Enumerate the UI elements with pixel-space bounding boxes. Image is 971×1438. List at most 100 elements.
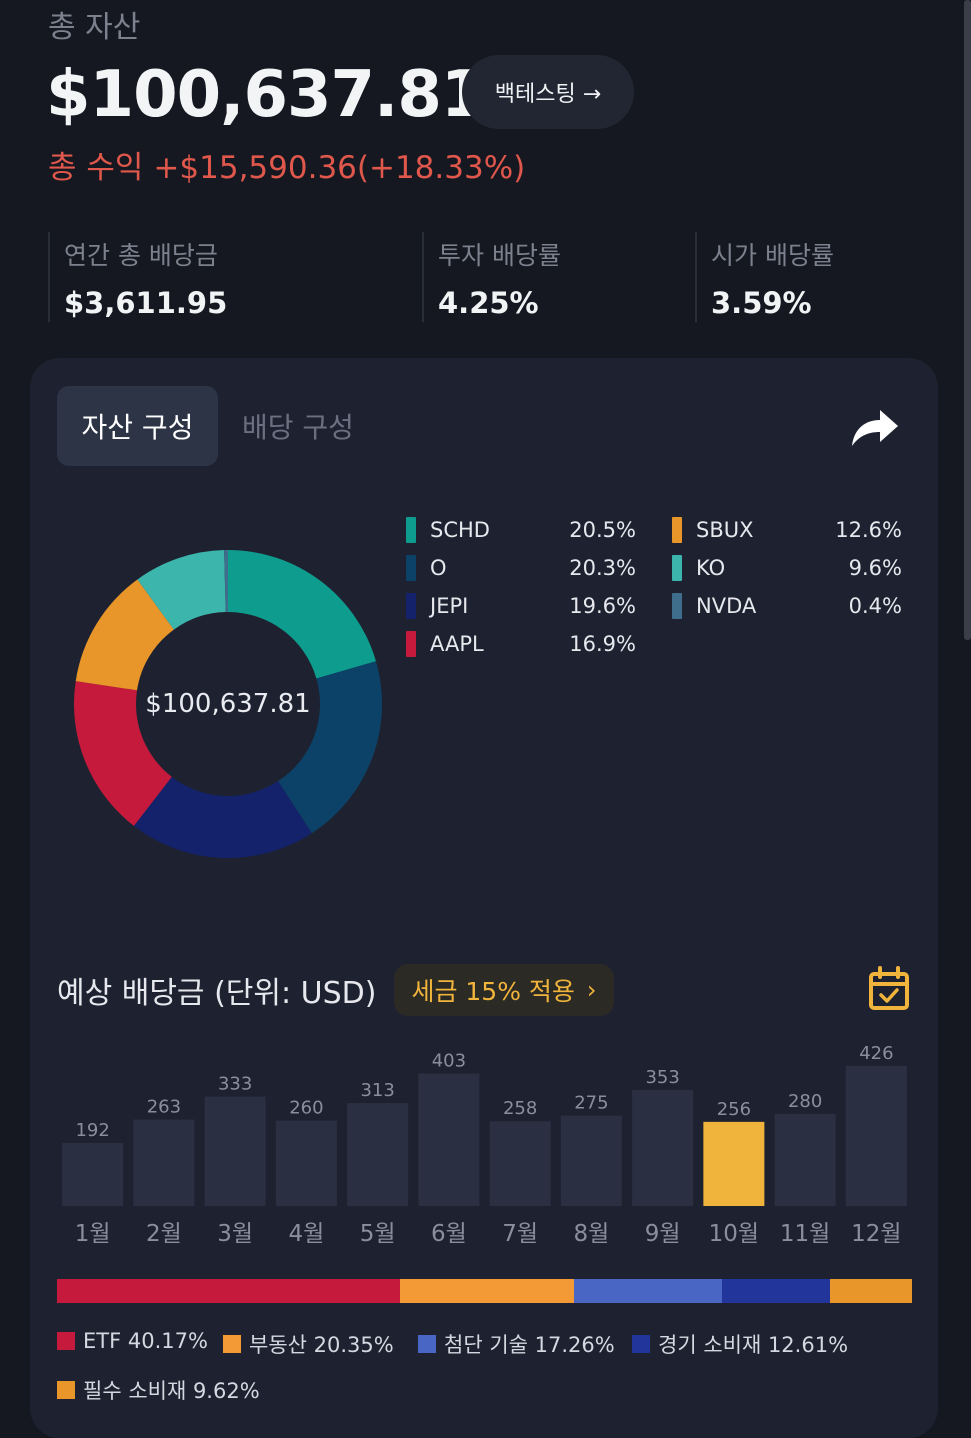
bar-5[interactable] [347, 1103, 409, 1206]
stat-label: 시가 배당률 [711, 241, 834, 270]
month-label: 7월 [502, 1221, 538, 1247]
legend-percent: 9.6% [848, 556, 902, 580]
tab-dividend-composition[interactable]: 배당 구성 [242, 411, 354, 444]
bar-2[interactable] [133, 1119, 195, 1206]
donut-slice-schd[interactable] [228, 550, 376, 679]
sector-segment-3 [574, 1279, 722, 1303]
month-label: 6월 [431, 1221, 467, 1247]
sector-legend-item: 첨단 기술 17.26% [418, 1329, 615, 1359]
total-assets-value: $100,637.81 [46, 58, 485, 132]
profit-label: 총 수익 [48, 150, 144, 186]
sector-swatch [418, 1335, 436, 1353]
bar-value-label: 260 [289, 1098, 323, 1119]
section-label: 총 자산 [48, 10, 141, 45]
donut-slice-sbux[interactable] [75, 579, 174, 691]
tax-button-label: 세금 15% 적용 [411, 977, 575, 1006]
legend-name: KO [696, 556, 726, 580]
legend-swatch [406, 517, 416, 543]
stat-value: 3.59% [711, 286, 812, 320]
tax-apply-button[interactable]: 세금 15% 적용 › [394, 964, 614, 1016]
legend-percent: 19.6% [569, 594, 636, 618]
sector-segment-5 [829, 1279, 912, 1303]
sector-label: 첨단 기술 17.26% [444, 1333, 615, 1357]
sector-legend-item: 필수 소비재 9.62% [57, 1375, 260, 1405]
bar-value-label: 313 [360, 1080, 394, 1101]
profit-value: +$15,590.36(+18.33%) [153, 150, 526, 186]
sector-segment-2 [400, 1279, 575, 1303]
month-label: 10월 [709, 1221, 759, 1247]
stat-value: 4.25% [438, 286, 539, 320]
legend-percent: 16.9% [569, 632, 636, 656]
legend-swatch [672, 517, 682, 543]
scrollbar[interactable] [964, 0, 971, 640]
bar-6[interactable] [418, 1073, 480, 1206]
allocation-donut-chart: $100,637.81 [73, 550, 382, 858]
bar-11[interactable] [774, 1113, 836, 1206]
legend-swatch [406, 555, 416, 581]
allocation-legend-right: SBUX 12.6% KO 9.6% NVDA 0.4% [672, 511, 902, 625]
legend-swatch [406, 593, 416, 619]
sector-legend-item: 경기 소비재 12.61% [632, 1329, 848, 1359]
stat-label: 연간 총 배당금 [64, 241, 218, 270]
bar-9[interactable] [632, 1089, 694, 1206]
legend-swatch [406, 631, 416, 657]
bar-value-label: 256 [717, 1099, 751, 1120]
legend-name: NVDA [696, 594, 757, 618]
donut-slice-nvda[interactable] [224, 550, 228, 613]
sector-label: 필수 소비재 9.62% [83, 1379, 260, 1403]
donut-slice-aapl[interactable] [73, 681, 172, 826]
bar-4[interactable] [275, 1120, 337, 1206]
bar-value-label: 258 [503, 1098, 537, 1119]
calendar-check-icon[interactable] [868, 966, 910, 1012]
bar-value-label: 426 [859, 1043, 893, 1064]
tab-asset-composition[interactable]: 자산 구성 [57, 386, 218, 466]
donut-slice-o[interactable] [278, 661, 382, 834]
legend-item: SBUX 12.6% [672, 511, 902, 549]
legend-name: AAPL [430, 632, 484, 656]
dividend-chart-title: 예상 배당금 (단위: USD) [57, 976, 377, 1011]
bar-value-label: 333 [218, 1074, 252, 1095]
share-arrow-icon[interactable] [846, 402, 902, 452]
month-label: 8월 [573, 1221, 609, 1247]
bar-12[interactable] [845, 1066, 907, 1206]
bar-1[interactable] [62, 1142, 124, 1206]
month-label: 4월 [288, 1221, 324, 1247]
legend-name: JEPI [430, 594, 469, 618]
bar-3[interactable] [204, 1096, 266, 1206]
stat-investment-yield: 투자 배당률 4.25% [422, 232, 678, 322]
sector-swatch [632, 1335, 650, 1353]
stat-market-yield: 시가 배당률 3.59% [695, 232, 951, 322]
backtest-button[interactable]: 백테스팅 → [462, 55, 634, 129]
legend-item: SCHD 20.5% [406, 511, 636, 549]
sector-segment-1 [57, 1279, 401, 1303]
legend-name: SBUX [696, 518, 754, 542]
legend-name: O [430, 556, 447, 580]
total-profit: 총 수익 +$15,590.36(+18.33%) [48, 142, 525, 187]
donut-slice-jepi[interactable] [133, 776, 312, 858]
donut-slice-ko[interactable] [137, 550, 226, 630]
sector-label: ETF 40.17% [83, 1329, 208, 1353]
chevron-right-icon: › [586, 976, 597, 1004]
month-label: 1월 [75, 1221, 111, 1247]
bar-value-label: 192 [75, 1120, 109, 1141]
legend-percent: 0.4% [848, 594, 902, 618]
legend-percent: 20.5% [569, 518, 636, 542]
sector-legend-item: ETF 40.17% [57, 1329, 208, 1353]
stat-annual-dividend: 연간 총 배당금 $3,611.95 [48, 232, 404, 322]
legend-percent: 20.3% [569, 556, 636, 580]
bar-10[interactable] [703, 1121, 765, 1206]
month-label: 3월 [217, 1221, 253, 1247]
bar-7[interactable] [489, 1121, 551, 1206]
bar-8[interactable] [560, 1115, 622, 1206]
legend-item: O 20.3% [406, 549, 636, 587]
allocation-legend-left: SCHD 20.5% O 20.3% JEPI 19.6% AAPL 16.9% [406, 511, 636, 663]
bar-value-label: 353 [645, 1067, 679, 1088]
bar-value-label: 403 [432, 1051, 466, 1072]
sector-distribution-bar [57, 1279, 912, 1303]
legend-percent: 12.6% [835, 518, 902, 542]
sector-swatch [57, 1381, 75, 1399]
legend-item: NVDA 0.4% [672, 587, 902, 625]
sector-segment-4 [721, 1279, 830, 1303]
month-label: 9월 [645, 1221, 681, 1247]
bar-value-label: 275 [574, 1093, 608, 1114]
